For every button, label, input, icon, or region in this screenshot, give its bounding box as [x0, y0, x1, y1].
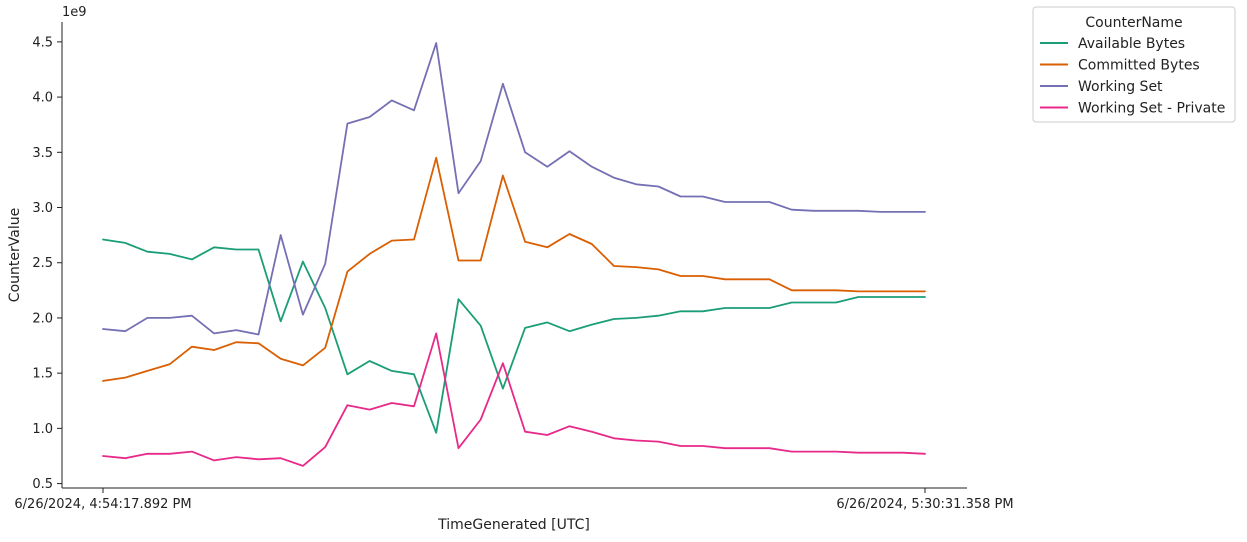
legend-item-label: Working Set - Private: [1078, 101, 1225, 117]
y-tick-label: 1.5: [32, 367, 53, 382]
series-lines: [102, 42, 926, 467]
series-line-available-bytes: [102, 238, 926, 434]
x-axis-title: TimeGenerated [UTC]: [437, 517, 590, 533]
y-tick-label: 0.5: [32, 477, 53, 492]
x-tick-label: 6/26/2024, 4:54:17.892 PM: [14, 497, 191, 512]
y-tick-label: 4.5: [32, 35, 53, 50]
series-line-committed-bytes: [102, 156, 926, 382]
series-line-working-set-private: [102, 332, 926, 467]
legend-item-label: Working Set: [1078, 79, 1163, 95]
y-tick-label: 3.0: [32, 201, 53, 216]
y-ticks: 0.5 1.0 1.5 2.0 2.5 3.0 3.5 4.0 4.5: [32, 35, 62, 492]
legend-items: Available Bytes Committed Bytes Working Se…: [1040, 36, 1225, 117]
y-multiplier-label: 1e9: [62, 5, 87, 20]
y-tick-label: 1.0: [32, 422, 53, 437]
axes: [61, 22, 967, 489]
legend-item-label: Available Bytes: [1078, 36, 1185, 52]
y-tick-label: 2.0: [32, 311, 53, 326]
legend: CounterName Available Bytes Committed Byt…: [1032, 6, 1236, 123]
y-tick-label: 4.0: [32, 91, 53, 106]
y-tick-label: 2.5: [32, 256, 53, 271]
legend-item-label: Committed Bytes: [1078, 58, 1200, 74]
y-axis-title: CounterValue: [7, 208, 23, 302]
series-line-working-set: [102, 42, 926, 336]
x-ticks: 6/26/2024, 4:54:17.892 PM 6/26/2024, 5:30…: [14, 488, 1014, 512]
x-tick-label: 6/26/2024, 5:30:31.358 PM: [836, 497, 1013, 512]
legend-frame: [1032, 6, 1236, 123]
y-tick-label: 3.5: [32, 146, 53, 161]
legend-title: CounterName: [1085, 15, 1182, 31]
